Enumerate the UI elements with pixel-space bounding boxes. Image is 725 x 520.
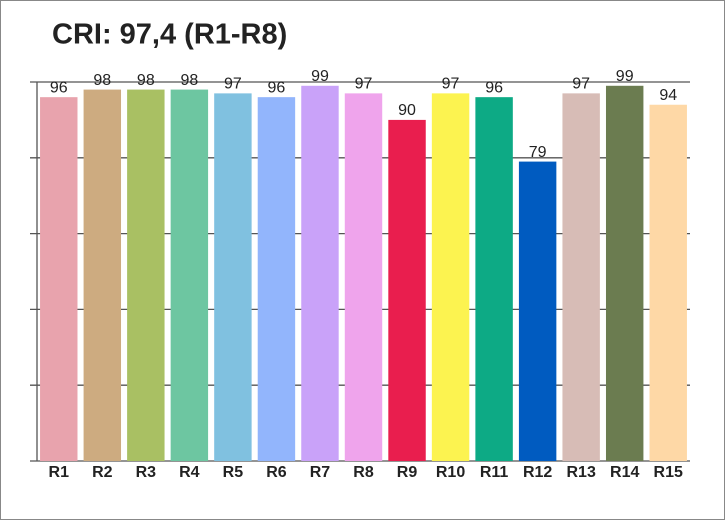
value-label: 96 xyxy=(50,79,68,96)
value-label: 99 xyxy=(616,68,634,85)
value-label: 98 xyxy=(180,72,198,89)
x-tick-label: R5 xyxy=(223,464,244,481)
value-label: 90 xyxy=(398,102,416,119)
bar xyxy=(83,89,122,461)
bar xyxy=(344,93,383,462)
bar xyxy=(40,97,78,461)
bar xyxy=(475,97,513,461)
bar xyxy=(649,104,687,462)
bar xyxy=(214,93,252,462)
x-tick-label: R6 xyxy=(266,464,287,481)
x-tick-label: R3 xyxy=(136,464,157,481)
x-tick-label: R14 xyxy=(610,464,639,481)
x-tick-label: R7 xyxy=(310,464,331,481)
value-label: 97 xyxy=(572,76,590,93)
x-tick-label: R10 xyxy=(436,464,465,481)
value-label: 96 xyxy=(268,79,286,96)
bar xyxy=(257,97,296,461)
x-tick-label: R8 xyxy=(353,464,374,481)
value-label: 96 xyxy=(485,79,503,96)
x-tick-label: R9 xyxy=(397,464,418,481)
x-tick-label: R2 xyxy=(92,464,113,481)
bar xyxy=(431,93,470,462)
x-tick-label: R13 xyxy=(566,464,595,481)
bar xyxy=(388,119,426,462)
bar xyxy=(301,85,339,461)
x-tick-label: R15 xyxy=(654,464,683,481)
value-label: 97 xyxy=(224,76,242,93)
x-tick-label: R1 xyxy=(49,464,70,481)
value-label: 79 xyxy=(529,144,547,161)
chart-title: CRI: 97,4 (R1-R8) xyxy=(52,19,287,51)
value-label: 98 xyxy=(137,72,155,89)
bar xyxy=(518,161,557,461)
value-label: 97 xyxy=(442,76,460,93)
value-label: 97 xyxy=(355,76,373,93)
bar xyxy=(562,93,600,462)
bar xyxy=(605,85,644,461)
value-label: 94 xyxy=(659,87,677,104)
value-label: 98 xyxy=(93,72,111,89)
x-tick-label: R11 xyxy=(480,464,509,481)
x-tick-label: R12 xyxy=(523,464,552,481)
bar xyxy=(127,89,165,461)
bar xyxy=(170,89,209,461)
x-tick-label: R4 xyxy=(179,464,200,481)
value-label: 99 xyxy=(311,68,329,85)
